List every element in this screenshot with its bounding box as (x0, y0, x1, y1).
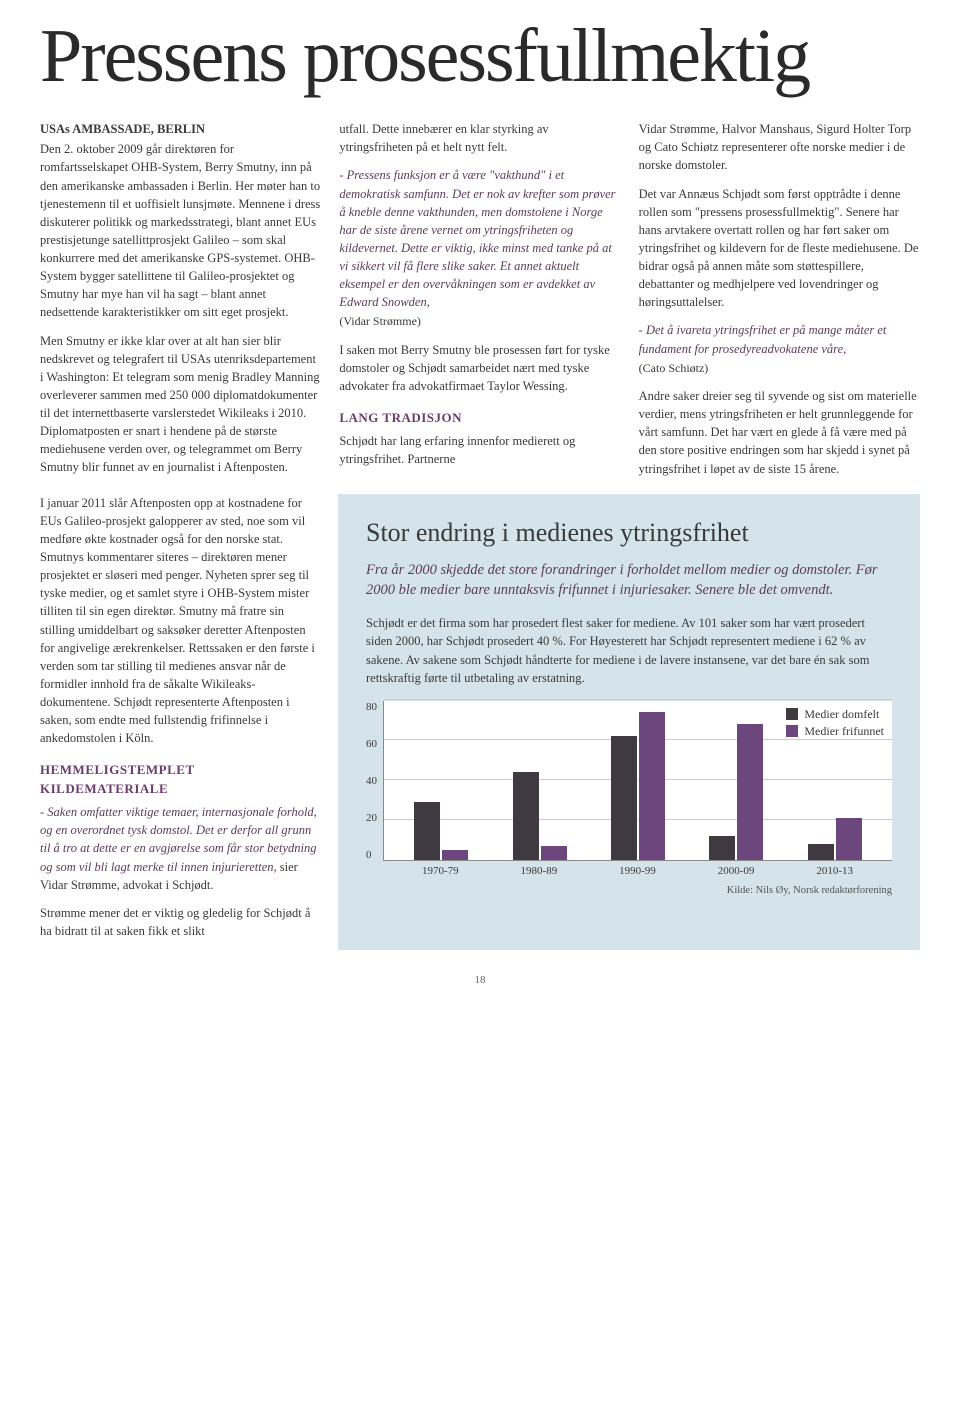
col3-p1: Vidar Strømme, Halvor Manshaus, Sigurd H… (639, 120, 920, 174)
col2-p3: Schjødt har lang erfaring innenfor medie… (339, 432, 620, 468)
col1-p1: Den 2. oktober 2009 går direktøren for r… (40, 140, 321, 321)
col2-head2: LANG TRADISJON (339, 409, 620, 428)
chart-x-tick: 1980-89 (507, 865, 571, 877)
chart-bar (639, 712, 665, 860)
chart-y-axis: 0 20 40 60 80 (366, 701, 383, 879)
col3-attr1: (Cato Schiøtz) (639, 360, 920, 377)
chart-y-tick: 60 (366, 738, 377, 750)
article-columns: USAs AMBASSADE, BERLIN Den 2. oktober 20… (40, 120, 920, 488)
col2-attr1: (Vidar Strømme) (339, 313, 620, 330)
chart-legend-item: Medier frifunnet (786, 724, 884, 739)
chart-bar-group (409, 802, 473, 860)
col2-p2: I saken mot Berry Smutny ble prosessen f… (339, 341, 620, 395)
chart-legend-swatch (786, 725, 798, 737)
chart-y-tick: 40 (366, 775, 377, 787)
page-number: 18 (40, 974, 920, 986)
column-1: USAs AMBASSADE, BERLIN Den 2. oktober 20… (40, 120, 321, 488)
chart-bar-group (803, 818, 867, 860)
col3-quote1: - Det å ivareta ytringsfrihet er på mang… (639, 321, 920, 357)
lower-head1: HEMMELIGSTEMPLET KILDEMATERIALE (40, 761, 320, 799)
chart-bar (709, 836, 735, 860)
chart-bar-group (704, 724, 768, 860)
page-title: Pressens prosessfullmektig (40, 20, 920, 92)
callout-box: Stor endring i medienes ytringsfrihet Fr… (338, 494, 920, 950)
chart-bar (414, 802, 440, 860)
column-2: utfall. Dette innebærer en klar styrking… (339, 120, 620, 488)
chart-bar-group (606, 712, 670, 860)
chart-x-tick: 2000-09 (704, 865, 768, 877)
chart-x-tick: 2010-13 (803, 865, 867, 877)
callout-intro: Fra år 2000 skjedde det store forandring… (366, 560, 892, 601)
chart-bar (737, 724, 763, 860)
chart-bar (513, 772, 539, 860)
col3-p3: Andre saker dreier seg til syvende og si… (639, 387, 920, 478)
lower-left-column: I januar 2011 slår Aftenposten opp at ko… (40, 494, 320, 950)
chart-source: Kilde: Nils Øy, Norsk redaktørforening (366, 885, 892, 896)
chart-legend-item: Medier domfelt (786, 707, 884, 722)
lower-section: I januar 2011 slår Aftenposten opp at ko… (40, 494, 920, 950)
lower-quote1-text: - Saken omfatter viktige temaer, interna… (40, 805, 317, 873)
chart-bar-group (508, 772, 572, 860)
chart-legend: Medier domfelt Medier frifunnet (786, 707, 884, 741)
chart-y-tick: 20 (366, 812, 377, 824)
chart-legend-label: Medier frifunnet (804, 724, 884, 739)
chart-bar (541, 846, 567, 860)
col2-p1: utfall. Dette innebærer en klar styrking… (339, 120, 620, 156)
lower-p1: I januar 2011 slår Aftenposten opp at ko… (40, 494, 320, 748)
chart-area: Medier domfeltMedier frifunnet 1970-7919… (383, 701, 892, 879)
chart-bar (442, 850, 468, 860)
chart-legend-label: Medier domfelt (804, 707, 879, 722)
callout-body: Schjødt er det firma som har prosedert f… (366, 614, 892, 687)
column-3: Vidar Strømme, Halvor Manshaus, Sigurd H… (639, 120, 920, 488)
chart-y-tick: 80 (366, 701, 377, 713)
chart-y-tick: 0 (366, 849, 377, 861)
col1-p2: Men Smutny er ikke klar over at alt han … (40, 332, 321, 477)
chart-x-tick: 1990-99 (605, 865, 669, 877)
callout-title: Stor endring i medienes ytringsfrihet (366, 518, 892, 548)
col1-subhead: USAs AMBASSADE, BERLIN (40, 120, 321, 138)
chart: 0 20 40 60 80 Medier domfelt Medier frifunnet… (366, 701, 892, 879)
chart-gridline (384, 699, 892, 700)
chart-bar (808, 844, 834, 860)
chart-x-tick: 1970-79 (408, 865, 472, 877)
chart-x-axis: 1970-79 1980-89 1990-99 2000-09 2010-13 (383, 861, 892, 877)
col2-quote1: - Pressens funksjon er å være "vakthund"… (339, 166, 620, 311)
chart-bar (836, 818, 862, 860)
lower-p2: Strømme mener det er viktig og gledelig … (40, 904, 320, 940)
chart-legend-swatch (786, 708, 798, 720)
chart-plot: Medier domfelt Medier frifunnet (383, 701, 892, 861)
chart-bar (611, 736, 637, 860)
lower-quote1: - Saken omfatter viktige temaer, interna… (40, 803, 320, 894)
col3-p2: Det var Annæus Schjødt som først opptråd… (639, 185, 920, 312)
